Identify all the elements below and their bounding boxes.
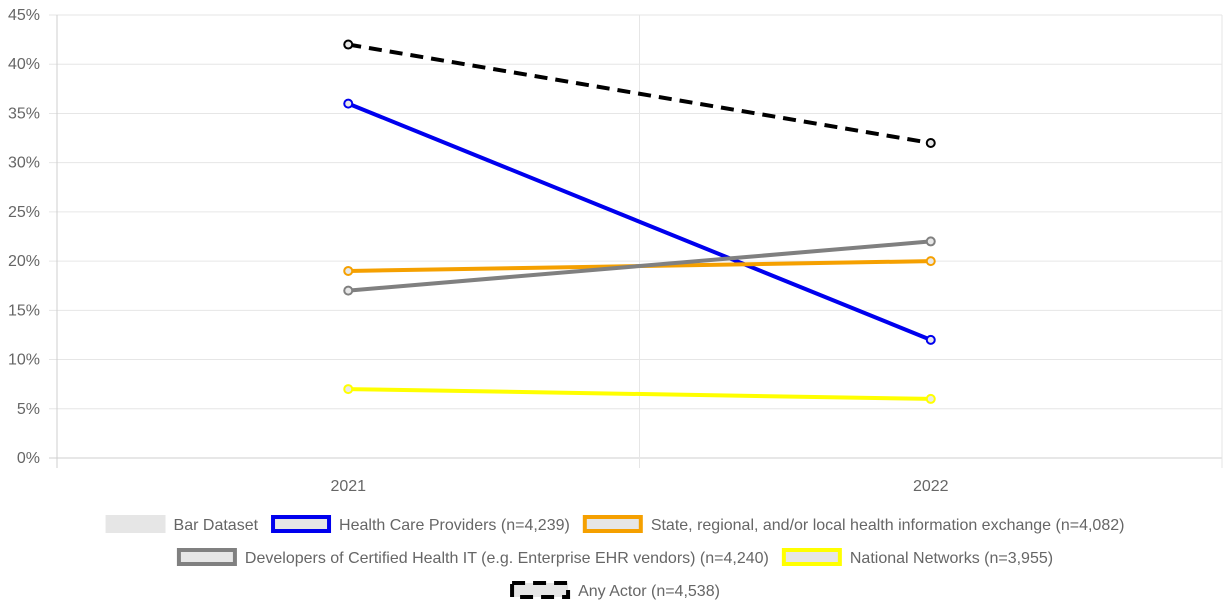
legend-swatch [510, 581, 571, 599]
series-group [343, 39, 936, 404]
series-line [347, 42, 932, 145]
y-tick-label: 25% [8, 204, 40, 221]
data-point [343, 265, 354, 276]
data-point [343, 384, 354, 395]
x-tick-label: 2021 [330, 478, 366, 495]
legend: Bar Dataset Health Care Providers (n=4,23… [105, 515, 1125, 600]
y-tick-label: 45% [8, 7, 40, 24]
y-axis: 0% 5% 10% 15% 20% 25% 30% 35% 40% 45% [8, 7, 40, 467]
legend-swatch [176, 548, 237, 566]
data-point [343, 39, 354, 50]
y-tick-label: 15% [8, 302, 40, 319]
y-tick-label: 20% [8, 253, 40, 270]
data-point [925, 137, 936, 148]
data-point [343, 285, 354, 296]
x-axis: 2021 2022 [330, 478, 948, 495]
y-tick-label: 5% [17, 401, 40, 418]
legend-label: Developers of Certified Health IT (e.g. … [245, 550, 769, 567]
legend-swatch [271, 515, 332, 533]
data-point [343, 98, 354, 109]
series-line [348, 387, 931, 401]
data-point [925, 256, 936, 267]
legend-label: Any Actor (n=4,538) [578, 583, 720, 600]
y-tick-label: 35% [8, 105, 40, 122]
legend-label: State, regional, and/or local health inf… [651, 517, 1125, 534]
legend-swatch [105, 515, 166, 533]
legend-swatch [582, 515, 643, 533]
legend-label: Health Care Providers (n=4,239) [339, 517, 570, 534]
legend-label: National Networks (n=3,955) [850, 550, 1053, 567]
x-tick-label: 2022 [913, 478, 949, 495]
series-line [347, 101, 932, 342]
data-point [925, 236, 936, 247]
y-tick-label: 40% [8, 56, 40, 73]
series-line [348, 239, 931, 293]
y-tick-label: 30% [8, 155, 40, 172]
y-tick-label: 0% [17, 450, 40, 467]
legend-label: Bar Dataset [174, 517, 259, 534]
data-point [925, 334, 936, 345]
y-tick-label: 10% [8, 352, 40, 369]
gridlines [49, 14, 1223, 468]
legend-swatch [781, 548, 842, 566]
data-point [925, 393, 936, 404]
